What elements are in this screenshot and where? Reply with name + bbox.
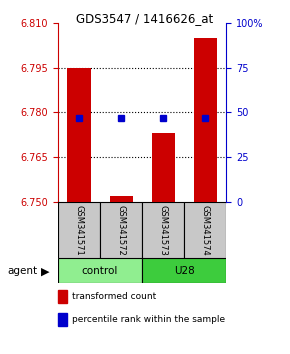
Bar: [194, 38, 217, 202]
Text: control: control: [82, 266, 118, 276]
Bar: [58, 202, 100, 258]
Bar: [100, 202, 142, 258]
Text: GSM341573: GSM341573: [159, 205, 168, 256]
Bar: [110, 196, 133, 202]
Bar: [184, 202, 226, 258]
Text: U28: U28: [174, 266, 195, 276]
Bar: [152, 133, 175, 202]
Text: transformed count: transformed count: [72, 292, 156, 301]
Text: ▶: ▶: [41, 266, 49, 276]
Text: GSM341574: GSM341574: [201, 205, 210, 256]
Bar: [68, 68, 90, 202]
Text: percentile rank within the sample: percentile rank within the sample: [72, 315, 225, 324]
Text: GSM341571: GSM341571: [75, 205, 84, 256]
Text: GSM341572: GSM341572: [117, 205, 126, 256]
Bar: [142, 202, 184, 258]
Bar: [142, 258, 226, 283]
Text: GDS3547 / 1416626_at: GDS3547 / 1416626_at: [76, 12, 214, 25]
Bar: [58, 258, 142, 283]
Text: agent: agent: [7, 266, 37, 276]
